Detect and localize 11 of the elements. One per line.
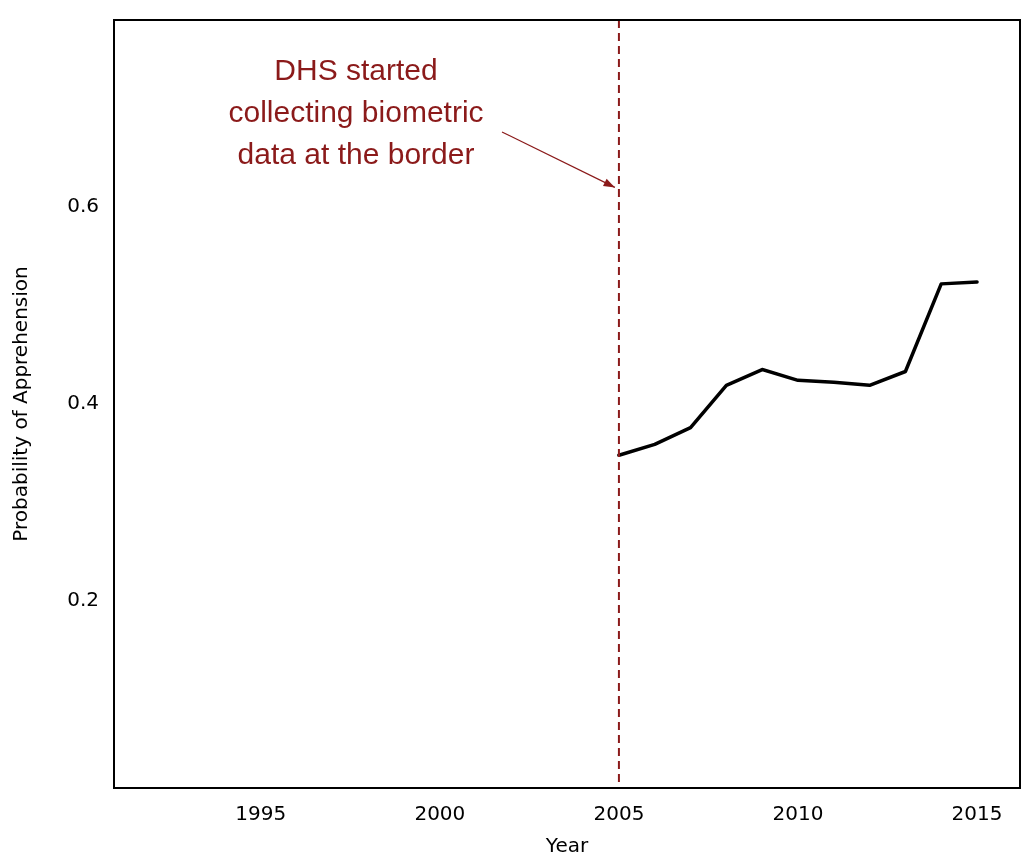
y-tick-label: 0.4: [67, 390, 99, 415]
y-axis-title: Probability of Apprehension: [8, 266, 33, 542]
y-tick-label: 0.2: [67, 587, 99, 612]
x-tick-label: 2000: [414, 801, 466, 826]
y-tick-label: 0.6: [67, 193, 99, 218]
x-tick-label: 2010: [772, 801, 824, 826]
x-tick-label: 2005: [593, 801, 645, 826]
x-tick-label: 1995: [235, 801, 287, 826]
x-axis-title: Year: [544, 833, 589, 858]
annotation: DHS started collecting biometric data at the border: [228, 53, 484, 171]
x-tick-label: 2015: [951, 801, 1003, 826]
